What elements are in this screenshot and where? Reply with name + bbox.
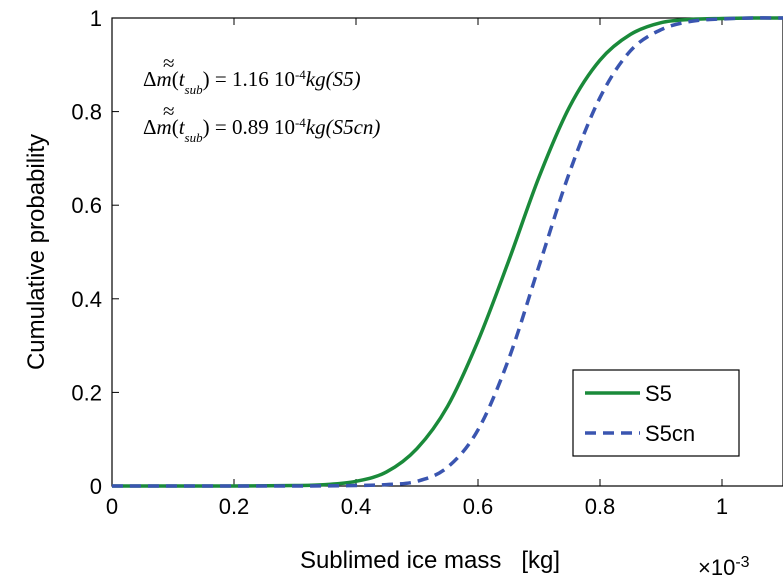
x-tick-label: 1 <box>716 494 728 519</box>
y-tick-label: 0.6 <box>71 193 102 218</box>
y-axis-label: Cumulative probability <box>23 134 50 370</box>
legend-box <box>572 369 740 457</box>
svg-text:Δm(tsub) = 0.89 10-4kg(S5cn): Δm(tsub) = 0.89 10-4kg(S5cn) <box>143 115 380 145</box>
y-tick-label: 0.4 <box>71 287 102 312</box>
x-axis-label: Sublimed ice mass [kg] <box>300 547 560 574</box>
y-tick-label: 0.8 <box>71 100 102 125</box>
svg-text:≈: ≈ <box>163 51 175 75</box>
annotation-s5cn: Δm(tsub) = 0.89 10-4kg(S5cn) ≈ <box>143 99 380 145</box>
x-tick-label: 0 <box>106 494 118 519</box>
x-tick-label: 0.6 <box>463 494 494 519</box>
x-axis-multiplier: ×10-3 <box>698 554 750 581</box>
y-tick-label: 1 <box>90 6 102 31</box>
legend: S5 S5cn <box>572 369 740 457</box>
svg-text:≈: ≈ <box>163 99 175 123</box>
svg-text:Δm(tsub) = 1.16 10-4kg(S5): Δm(tsub) = 1.16 10-4kg(S5) <box>143 67 361 97</box>
anno-value-s5cn: 0.89 <box>232 115 269 139</box>
axis-ticks: 0 0.2 0.4 0.6 0.8 1 0 0.2 0.4 0.6 0.8 1 <box>71 6 728 519</box>
legend-label-s5cn: S5cn <box>645 421 695 446</box>
series-line-s5cn <box>111 16 783 488</box>
anno-value-s5: 1.16 <box>232 67 269 91</box>
x-tick-label: 0.2 <box>219 494 250 519</box>
series-lines <box>111 16 783 488</box>
annotation-s5: Δm(tsub) = 1.16 10-4kg(S5) ≈ <box>143 51 361 97</box>
x-tick-label: 0.8 <box>585 494 616 519</box>
legend-label-s5: S5 <box>645 381 672 406</box>
x-tick-label: 0.4 <box>341 494 372 519</box>
y-tick-label: 0 <box>90 474 102 499</box>
y-tick-label: 0.2 <box>71 380 102 405</box>
